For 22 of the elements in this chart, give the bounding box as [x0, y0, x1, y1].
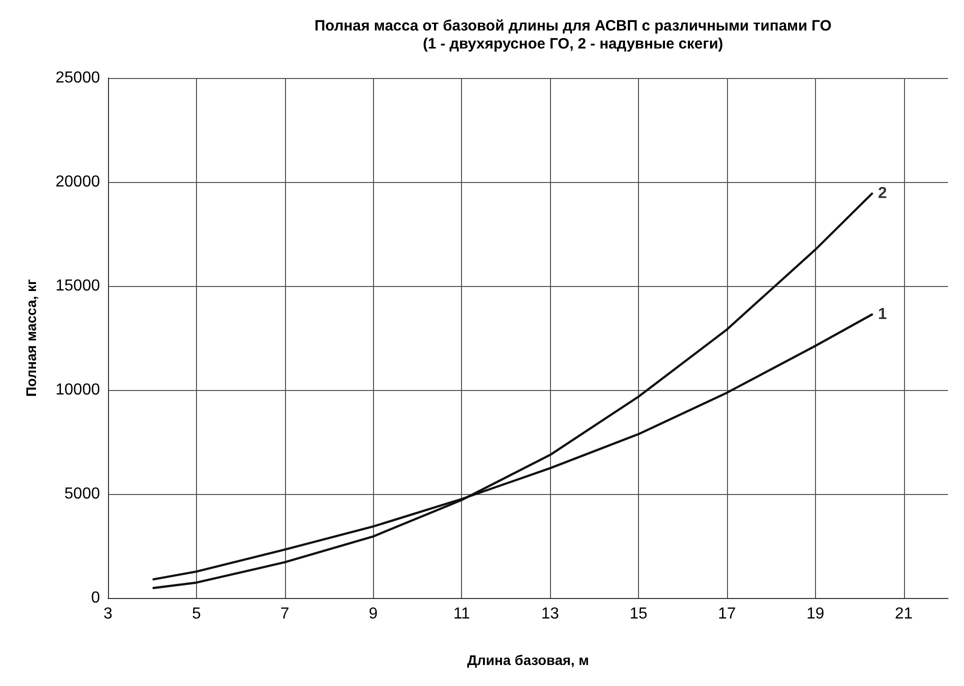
x-tick-label: 17 — [718, 606, 736, 622]
x-axis-title: Длина базовая, м — [467, 652, 589, 668]
y-tick-label: 0 — [91, 590, 100, 606]
x-tick-label: 5 — [192, 606, 201, 622]
x-tick-label: 7 — [280, 606, 290, 622]
y-tick-label: 25000 — [56, 70, 100, 86]
x-tick-label: 13 — [541, 606, 560, 622]
y-tick-label: 10000 — [56, 382, 100, 398]
x-tick-label: 19 — [806, 606, 824, 622]
x-tick-label: 11 — [453, 606, 470, 622]
x-tick-label: 21 — [894, 606, 913, 622]
annotation: 1 — [878, 306, 887, 323]
y-tick-label: 20000 — [56, 174, 100, 190]
x-tick-label: 9 — [368, 606, 378, 622]
y-axis-title: Полная масса, кг — [23, 279, 39, 397]
annotation: 2 — [878, 185, 887, 202]
line-series — [152, 192, 874, 590]
x-tick-label: 15 — [630, 606, 648, 622]
y-tick-label: 5000 — [64, 486, 100, 502]
chart-title: Полная масса от базовой длины для АСВП с различными типами ГО (1 - двухярусное ГО, 2 - надувные скеги) — [314, 18, 832, 52]
y-tick-label: 15000 — [56, 278, 100, 294]
x-tick-label: 3 — [104, 606, 113, 622]
